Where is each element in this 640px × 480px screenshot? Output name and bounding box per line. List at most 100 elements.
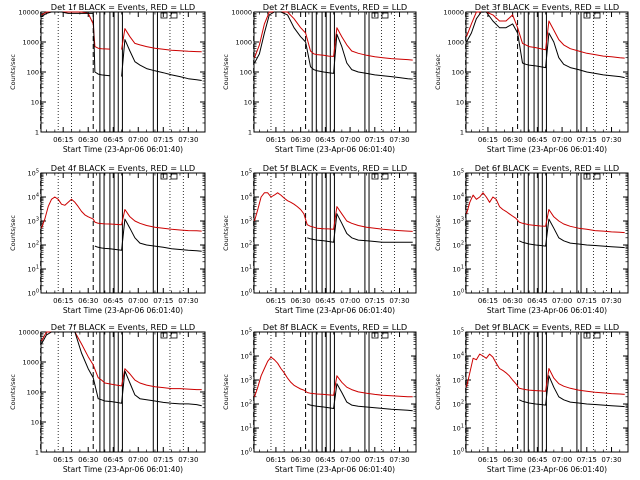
x-tick-label: 06:45 <box>527 297 547 305</box>
y-tick-label: 103 <box>241 217 252 226</box>
x-tick-label: 06:15 <box>266 456 286 464</box>
y-tick-label: 102 <box>453 400 464 409</box>
x-tick-label: 07:15 <box>577 136 597 144</box>
y-tick-label: 105 <box>28 169 39 178</box>
events-series-line <box>466 11 625 79</box>
y-axis-label: Counts/sec <box>434 215 442 251</box>
y-tick-label: 105 <box>241 169 252 178</box>
y-tick-label: 100 <box>241 448 252 457</box>
x-tick-label: 06:45 <box>103 297 123 305</box>
detector-panel: Det 6f BLACK = Events, RED = LLD Counts/s… <box>434 163 629 315</box>
y-tick-label: 105 <box>453 328 464 337</box>
y-tick-label: 10000 <box>18 329 39 337</box>
detector-panel: Det 2f BLACK = Events, RED = LLD Counts/s… <box>222 2 417 154</box>
detector-panel: Det 1f BLACK = Events, RED = LLD Counts/s… <box>9 2 206 154</box>
y-tick-label: 104 <box>241 193 252 202</box>
panel-title: Det 9f BLACK = Events, RED = LLD <box>475 322 619 332</box>
y-tick-exponent: 2 <box>461 400 464 406</box>
lld-series-line <box>41 196 202 232</box>
y-tick-label: 104 <box>453 193 464 202</box>
x-tick-label: 06:30 <box>503 136 523 144</box>
panel-title: Det 1f BLACK = Events, RED = LLD <box>51 2 195 12</box>
x-tick-label: 06:15 <box>53 456 73 464</box>
y-tick-exponent: 2 <box>249 400 252 406</box>
y-tick-label: 1 <box>460 129 464 137</box>
panel-title: Det 5f BLACK = Events, RED = LLD <box>263 163 407 173</box>
y-tick-exponent: 4 <box>461 193 464 199</box>
events-series-line <box>254 11 413 80</box>
x-tick-label: 06:15 <box>266 297 286 305</box>
lld-series-line <box>254 192 413 232</box>
x-tick-label: 06:45 <box>103 136 123 144</box>
panel-title: Det 4f BLACK = Events, RED = LLD <box>51 163 195 173</box>
x-tick-label: 06:15 <box>478 456 498 464</box>
x-axis-label: Start Time (23-Apr-06 06:01:40) <box>275 306 395 315</box>
panel-title: Det 8f BLACK = Events, RED = LLD <box>263 322 407 332</box>
y-tick-label: 102 <box>241 400 252 409</box>
events-series-line <box>307 383 413 412</box>
x-tick-label: 07:30 <box>178 456 198 464</box>
y-tick-exponent: 4 <box>249 352 252 358</box>
y-tick-label: 10000 <box>18 9 39 17</box>
y-tick-label: 101 <box>453 424 464 433</box>
y-tick-label: 104 <box>28 193 39 202</box>
x-tick-label: 07:00 <box>128 297 148 305</box>
x-tick-label: 07:30 <box>178 136 198 144</box>
y-tick-exponent: 4 <box>249 193 252 199</box>
events-series-line <box>94 218 202 252</box>
x-tick-label: 06:45 <box>315 297 335 305</box>
legend-marker <box>170 332 178 339</box>
legend-marker <box>593 12 601 19</box>
detector-panel: Det 8f BLACK = Events, RED = LLD Counts/s… <box>222 322 417 474</box>
y-tick-label: 10 <box>31 99 39 107</box>
x-tick-label: 07:30 <box>601 136 621 144</box>
y-tick-label: 104 <box>453 352 464 361</box>
y-tick-label: 10 <box>244 99 252 107</box>
y-tick-exponent: 4 <box>36 193 39 199</box>
y-tick-label: 100 <box>27 389 39 397</box>
lld-series-line <box>41 331 202 391</box>
x-axis-label: Start Time (23-Apr-06 06:01:40) <box>487 465 607 474</box>
x-axis-label: Start Time (23-Apr-06 06:01:40) <box>63 145 183 154</box>
y-tick-exponent: 1 <box>36 265 39 271</box>
y-tick-exponent: 3 <box>461 376 464 382</box>
y-tick-exponent: 2 <box>36 241 39 247</box>
y-tick-label: 103 <box>453 376 464 385</box>
y-tick-label: 100 <box>452 69 464 77</box>
x-tick-label: 07:15 <box>365 456 385 464</box>
y-tick-exponent: 3 <box>249 376 252 382</box>
legend-marker <box>381 332 389 339</box>
detector-panel: Det 4f BLACK = Events, RED = LLD Counts/s… <box>9 163 206 315</box>
detector-panel: Det 7f BLACK = Events, RED = LLD Counts/s… <box>9 322 206 474</box>
y-tick-label: 102 <box>28 241 39 250</box>
events-series-line <box>41 11 202 81</box>
y-tick-exponent: 3 <box>249 217 252 223</box>
y-tick-label: 102 <box>241 241 252 250</box>
detector-panel: Det 5f BLACK = Events, RED = LLD Counts/s… <box>222 163 417 315</box>
y-tick-label: 1 <box>35 129 39 137</box>
x-tick-label: 07:00 <box>552 456 572 464</box>
x-tick-label: 06:30 <box>503 456 523 464</box>
x-tick-label: 07:00 <box>340 297 360 305</box>
y-axis-label: Counts/sec <box>434 374 442 410</box>
legend-marker <box>170 12 178 19</box>
y-tick-label: 101 <box>241 265 252 274</box>
legend-marker <box>160 332 168 339</box>
x-tick-label: 07:30 <box>389 456 409 464</box>
x-axis-label: Start Time (23-Apr-06 06:01:40) <box>487 145 607 154</box>
x-tick-label: 06:45 <box>527 456 547 464</box>
y-tick-label: 105 <box>453 169 464 178</box>
y-tick-label: 101 <box>453 265 464 274</box>
legend-marker <box>381 12 389 19</box>
x-tick-label: 07:30 <box>601 456 621 464</box>
x-tick-label: 07:30 <box>601 297 621 305</box>
x-tick-label: 07:00 <box>552 136 572 144</box>
x-tick-label: 06:15 <box>478 297 498 305</box>
x-tick-label: 07:30 <box>178 297 198 305</box>
x-axis-label: Start Time (23-Apr-06 06:01:40) <box>275 465 395 474</box>
legend-marker <box>160 12 168 19</box>
panel-title: Det 2f BLACK = Events, RED = LLD <box>263 2 407 12</box>
x-axis-label: Start Time (23-Apr-06 06:01:40) <box>63 306 183 315</box>
detector-panel: Det 9f BLACK = Events, RED = LLD Counts/s… <box>434 322 629 474</box>
x-tick-label: 06:30 <box>291 136 311 144</box>
